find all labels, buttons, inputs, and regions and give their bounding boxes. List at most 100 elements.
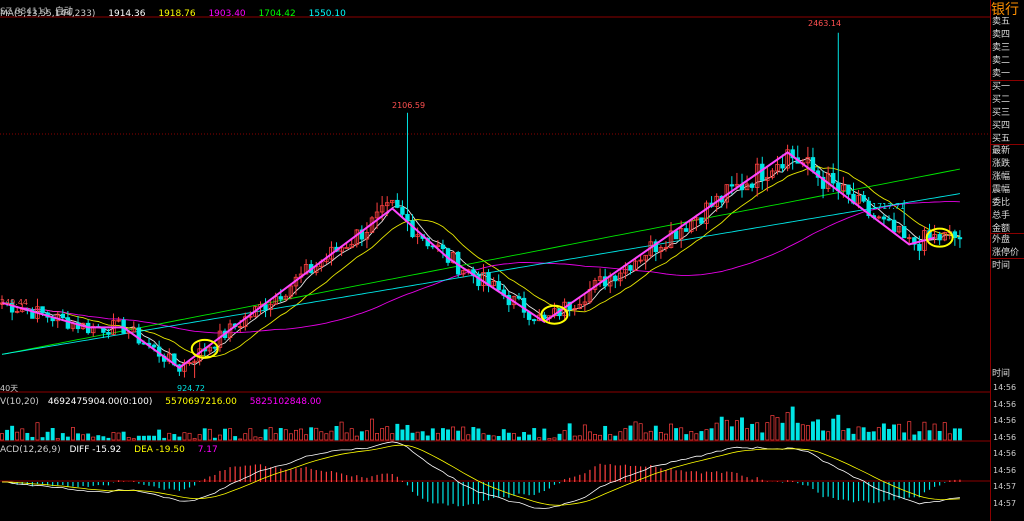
volume-bar — [557, 433, 562, 441]
bid-5[interactable]: 买五 — [992, 134, 1011, 144]
highlight-circle — [925, 227, 954, 248]
volume-bar — [897, 423, 902, 441]
bid-3[interactable]: 买三 — [992, 108, 1011, 118]
candle-body — [435, 244, 441, 247]
annotation-high2: 2463.14 — [808, 19, 842, 28]
volume-bar — [511, 433, 516, 441]
candle-body — [643, 254, 648, 261]
volume-bar — [623, 428, 628, 441]
volume-bar — [613, 435, 618, 441]
volume-bar — [537, 437, 542, 441]
candle-body — [891, 219, 897, 233]
volume-bar — [202, 428, 207, 441]
candle-body — [820, 176, 826, 189]
volume-bar — [420, 431, 425, 441]
volume-bar — [790, 406, 795, 441]
bid-2[interactable]: 买二 — [992, 95, 1011, 105]
ask-list: 卖五 卖四 卖三 卖二 卖一 — [992, 16, 1024, 81]
volume-bar — [207, 428, 212, 441]
trend-line — [1, 151, 935, 370]
volume-bar — [765, 422, 770, 441]
time-row: 14:56 — [993, 449, 1017, 458]
volume-bar — [664, 433, 668, 441]
volume-bar — [699, 431, 704, 441]
volume-bar — [902, 432, 907, 441]
volume-bar — [501, 429, 506, 441]
volume-bar — [258, 437, 263, 441]
volume-bar — [643, 432, 648, 441]
volume-bar — [755, 422, 760, 441]
candle-body — [841, 184, 846, 192]
volume-bar — [55, 438, 60, 441]
candle-body — [785, 149, 790, 169]
annotation-high1: 2106.59 — [392, 101, 426, 110]
volume-bar — [866, 431, 871, 441]
candle-body — [760, 163, 765, 181]
volume-bar — [101, 436, 106, 441]
highlight-circles — [190, 227, 954, 359]
candle-body — [881, 216, 887, 220]
candle-body — [344, 247, 349, 249]
ask-2[interactable]: 卖二 — [992, 56, 1011, 66]
ma-line-233 — [1, 193, 960, 355]
info-divider — [991, 233, 1024, 234]
volume-bar — [567, 423, 572, 441]
ask-3[interactable]: 卖三 — [992, 43, 1011, 53]
volume-bar — [729, 426, 734, 441]
ask-5[interactable]: 卖五 — [992, 17, 1011, 27]
candle-body — [917, 243, 922, 251]
limit-up-price: 涨停价 — [992, 248, 1020, 258]
ask-4[interactable]: 卖四 — [992, 30, 1011, 40]
bank-label: 银行 — [991, 2, 1019, 18]
macd-legend: ACD(12,26,9) DIFF -15.92 DEA -19.50 7.17 — [0, 445, 218, 455]
volume-bar — [40, 437, 45, 441]
trend-lines — [1, 151, 935, 370]
volume-bar — [481, 433, 486, 441]
volume-bar — [496, 435, 501, 441]
volume-bar — [162, 437, 167, 441]
candle-body — [618, 272, 623, 282]
macd-dea-line — [2, 444, 960, 506]
volume-bar — [942, 422, 947, 441]
volume-bar — [724, 419, 729, 441]
volume-bar — [172, 434, 177, 441]
bid-1[interactable]: 买一 — [992, 82, 1011, 92]
volume-bar — [415, 431, 420, 441]
volume-bar — [947, 433, 952, 441]
volume-bar — [359, 431, 364, 441]
candle-body — [349, 243, 354, 248]
volume-bar — [628, 425, 633, 441]
volume-bar — [0, 433, 4, 441]
candle-body — [192, 360, 197, 363]
highlight-circle — [540, 304, 569, 325]
volume-bar — [937, 430, 942, 441]
volume-bar — [405, 424, 410, 441]
volume-bar — [805, 425, 810, 441]
volume-bar — [212, 437, 217, 441]
candle-body — [673, 230, 679, 240]
candle-body — [400, 207, 405, 215]
volume-bar — [263, 429, 268, 441]
ask-1[interactable]: 卖一 — [992, 69, 1011, 79]
candle-body — [907, 237, 912, 240]
candle-body — [106, 332, 111, 335]
info-amplitude: 震幅 — [992, 185, 1011, 195]
candle-body — [678, 228, 684, 240]
volume-bar — [147, 435, 151, 441]
volume-bar — [400, 429, 405, 441]
candle-body — [238, 326, 243, 328]
volume-bar — [456, 430, 461, 441]
volume-bar — [223, 428, 227, 441]
time-header: 时间 — [992, 261, 1011, 271]
info-order-ratio: 委比 — [992, 198, 1011, 208]
volume-bars — [0, 406, 962, 441]
bid-4[interactable]: 买四 — [992, 121, 1011, 131]
volume-bar — [577, 435, 582, 441]
info-latest: 最新 — [992, 146, 1011, 156]
bid-list: 买一 买二 买三 买四 买五 — [992, 81, 1024, 146]
volume-bar — [674, 428, 679, 441]
volume-bar — [451, 426, 456, 441]
volume-bar — [466, 434, 471, 441]
volume-bar — [334, 426, 339, 441]
